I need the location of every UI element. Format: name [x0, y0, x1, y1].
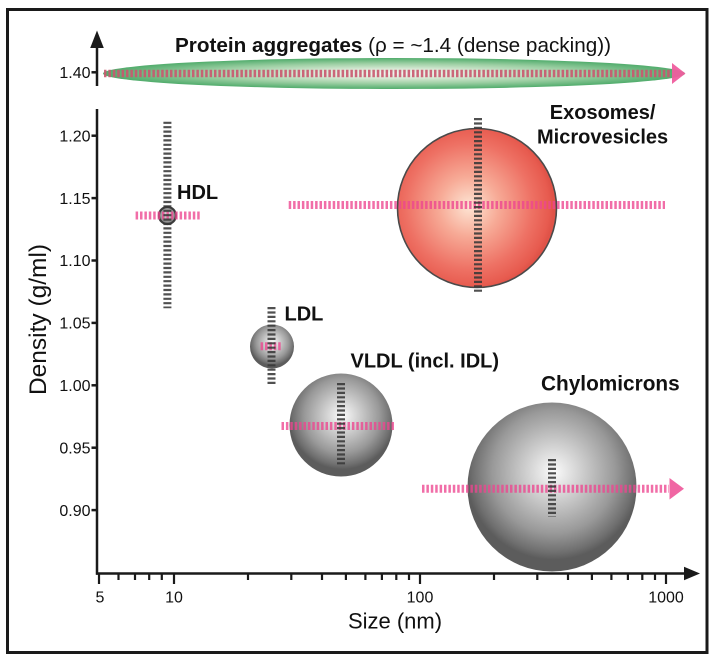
- svg-text:Protein aggregates (ρ = ~1.4 (: Protein aggregates (ρ = ~1.4 (dense pack…: [175, 34, 611, 57]
- svg-text:Chylomicrons: Chylomicrons: [541, 373, 680, 396]
- svg-text:Density (g/ml): Density (g/ml): [25, 244, 52, 395]
- svg-text:1000: 1000: [648, 590, 684, 607]
- svg-text:100: 100: [407, 590, 434, 607]
- svg-text:1.10: 1.10: [59, 253, 90, 270]
- svg-text:1.20: 1.20: [59, 128, 90, 145]
- svg-text:1.05: 1.05: [59, 316, 90, 333]
- svg-text:VLDL (incl. IDL): VLDL (incl. IDL): [351, 351, 500, 373]
- svg-text:0.90: 0.90: [59, 503, 90, 520]
- svg-text:0.95: 0.95: [59, 440, 90, 457]
- svg-text:10: 10: [165, 590, 183, 607]
- svg-text:1.40: 1.40: [59, 65, 90, 82]
- svg-text:Size (nm): Size (nm): [348, 609, 442, 634]
- svg-text:5: 5: [96, 590, 105, 607]
- svg-text:LDL: LDL: [285, 304, 324, 326]
- svg-text:Exosomes/: Exosomes/: [550, 102, 656, 124]
- svg-text:Microvesicles: Microvesicles: [537, 127, 668, 149]
- svg-text:HDL: HDL: [177, 182, 218, 204]
- svg-text:1.00: 1.00: [59, 378, 90, 395]
- svg-text:1.15: 1.15: [59, 191, 90, 208]
